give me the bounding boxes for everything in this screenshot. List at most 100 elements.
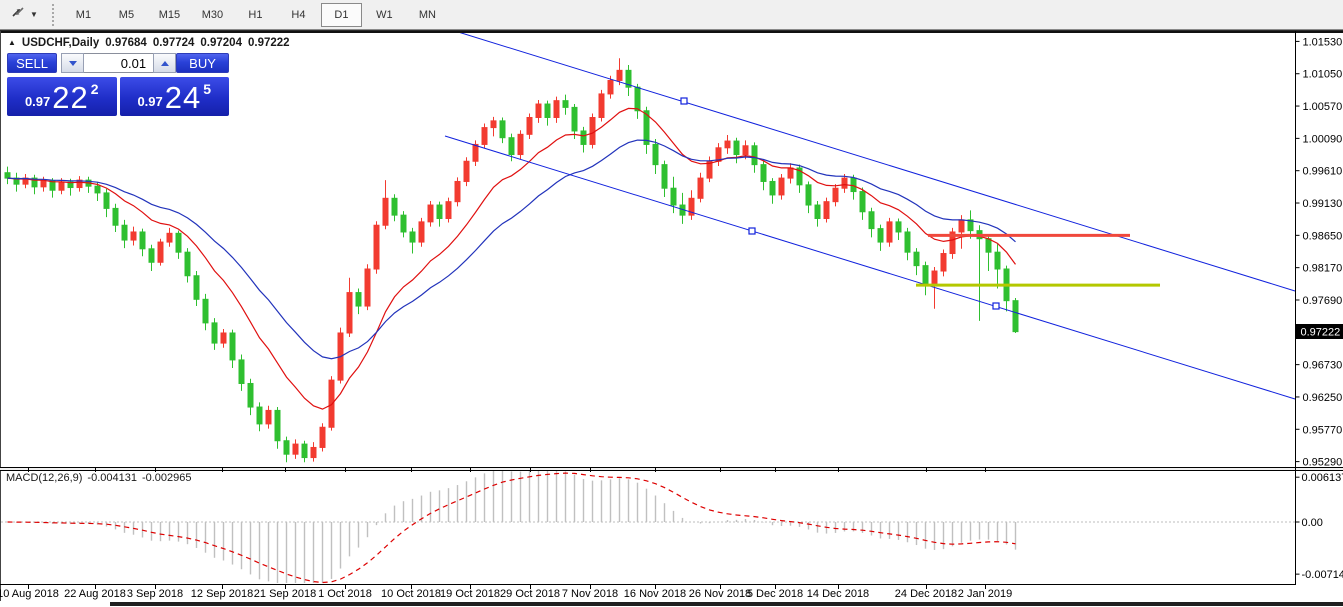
candlestick xyxy=(364,268,371,307)
chart-title: ▲ USDCHF,Daily 0.97684 0.97724 0.97204 0… xyxy=(8,37,290,49)
sell-price-point: 2 xyxy=(90,81,99,97)
date-label[interactable]: 16 Nov 2018 xyxy=(624,588,686,600)
date-label[interactable]: 21 Sep 2018 xyxy=(254,588,316,600)
date-label[interactable]: 24 Dec 2018 xyxy=(895,588,957,600)
macd-name: MACD(12,26,9) xyxy=(6,472,83,484)
timeframe-button-M1[interactable]: M1 xyxy=(75,8,92,21)
candlestick xyxy=(220,332,227,344)
candlestick xyxy=(292,443,299,455)
candlestick xyxy=(787,167,794,179)
volume-increase-button[interactable] xyxy=(153,53,177,73)
triangle-up-icon xyxy=(160,60,169,66)
candlestick xyxy=(580,130,587,145)
candlestick xyxy=(724,140,731,149)
candlestick xyxy=(535,103,542,118)
candlestick xyxy=(769,180,776,196)
candlestick xyxy=(931,270,938,287)
date-label[interactable]: 12 Sep 2018 xyxy=(191,588,253,600)
one-click-trading-panel: SELL BUY 0.97 22 2 0.97 24 5 xyxy=(7,53,229,116)
triangle-down-icon xyxy=(68,60,77,66)
ohlc-high: 0.97724 xyxy=(152,37,195,49)
candlestick xyxy=(814,204,821,220)
date-label[interactable]: 29 Oct 2018 xyxy=(500,588,560,600)
candlestick xyxy=(346,292,353,334)
channel-lower-line[interactable] xyxy=(444,135,1296,400)
candlestick xyxy=(274,409,281,442)
date-label[interactable]: 19 Oct 2018 xyxy=(440,588,500,600)
ohlc-close: 0.97222 xyxy=(247,37,290,49)
timeframe-button-D1[interactable]: D1 xyxy=(320,2,362,27)
date-label[interactable]: 14 Dec 2018 xyxy=(807,588,869,600)
candlestick xyxy=(517,133,524,156)
candlestick xyxy=(886,221,893,243)
ma-fast-line xyxy=(7,107,1016,410)
buy-price-point: 5 xyxy=(203,81,212,97)
candlestick xyxy=(688,197,695,216)
candlestick xyxy=(508,137,515,156)
candlestick xyxy=(751,145,758,166)
candlestick xyxy=(553,100,560,118)
candlestick xyxy=(850,177,857,193)
timeframe-button-M15[interactable]: M15 xyxy=(158,8,181,21)
timeframe-button-W1[interactable]: W1 xyxy=(376,8,393,21)
price-tick-label: 0.96730 xyxy=(1303,360,1343,372)
candlestick xyxy=(184,251,191,277)
candlestick xyxy=(382,197,389,226)
candlestick xyxy=(625,69,632,88)
current-price-box xyxy=(1295,324,1343,340)
timeframe-button-H4[interactable]: H4 xyxy=(291,8,306,21)
date-label[interactable]: 2 Jan 2019 xyxy=(958,588,1012,600)
date-label[interactable]: 26 Nov 2018 xyxy=(689,588,751,600)
channel-upper-line[interactable] xyxy=(454,31,1296,292)
channel-handle[interactable] xyxy=(748,227,756,235)
date-label[interactable]: 3 Sep 2018 xyxy=(127,588,183,600)
volume-decrease-button[interactable] xyxy=(61,53,85,73)
candlestick xyxy=(742,145,749,156)
candlestick xyxy=(895,221,902,233)
macd-axis-label: -0.007142 xyxy=(1302,569,1343,581)
candlestick xyxy=(805,184,812,206)
candlestick xyxy=(904,231,911,253)
symbol-period-label: USDCHF,Daily xyxy=(21,37,100,49)
date-label[interactable]: 10 Oct 2018 xyxy=(381,588,441,600)
sell-price-panel[interactable]: 0.97 22 2 xyxy=(7,77,117,116)
macd-main-value: -0.004131 xyxy=(87,472,137,484)
date-label[interactable]: 22 Aug 2018 xyxy=(64,588,126,600)
candlestick xyxy=(985,238,992,253)
candlestick xyxy=(589,116,596,145)
date-label[interactable]: 7 Nov 2018 xyxy=(562,588,618,600)
candlestick xyxy=(796,167,803,186)
buy-price-panel[interactable]: 0.97 24 5 xyxy=(119,77,229,116)
macd-axis-label: 0.00 xyxy=(1302,517,1323,529)
candlestick xyxy=(733,140,740,156)
candlestick xyxy=(922,265,929,287)
sell-button[interactable]: SELL xyxy=(7,53,58,73)
timeframe-button-M5[interactable]: M5 xyxy=(118,8,135,21)
timeframe-button-M30[interactable]: M30 xyxy=(201,8,224,21)
candlestick xyxy=(940,253,947,272)
channel-handle[interactable] xyxy=(680,97,688,105)
candlestick xyxy=(544,103,551,118)
volume-input[interactable] xyxy=(84,53,154,73)
candlestick xyxy=(913,251,920,267)
candlestick xyxy=(4,172,11,179)
candlestick xyxy=(499,120,506,139)
price-tick-label: 1.00090 xyxy=(1303,133,1343,145)
timeframe-button-MN[interactable]: MN xyxy=(418,8,436,21)
buy-button[interactable]: BUY xyxy=(176,53,229,73)
date-label[interactable]: 5 Dec 2018 xyxy=(747,588,803,600)
candlestick xyxy=(652,143,659,166)
date-label[interactable]: 1 Oct 2018 xyxy=(318,588,372,600)
date-label[interactable]: 10 Aug 2018 xyxy=(0,588,59,600)
timeframe-button-H1[interactable]: H1 xyxy=(248,8,263,21)
channel-handle[interactable] xyxy=(992,302,1000,310)
ohlc-open: 0.97684 xyxy=(105,37,147,49)
price-tick-label: 0.98650 xyxy=(1303,230,1343,242)
candlestick xyxy=(175,232,182,253)
price-tick-label: 0.96250 xyxy=(1303,392,1343,404)
panel-divider-gap xyxy=(0,468,1343,470)
candlestick xyxy=(616,69,623,81)
symbols-switch-button[interactable]: ▼ xyxy=(6,3,42,27)
sell-price-pips: 22 xyxy=(52,80,89,115)
